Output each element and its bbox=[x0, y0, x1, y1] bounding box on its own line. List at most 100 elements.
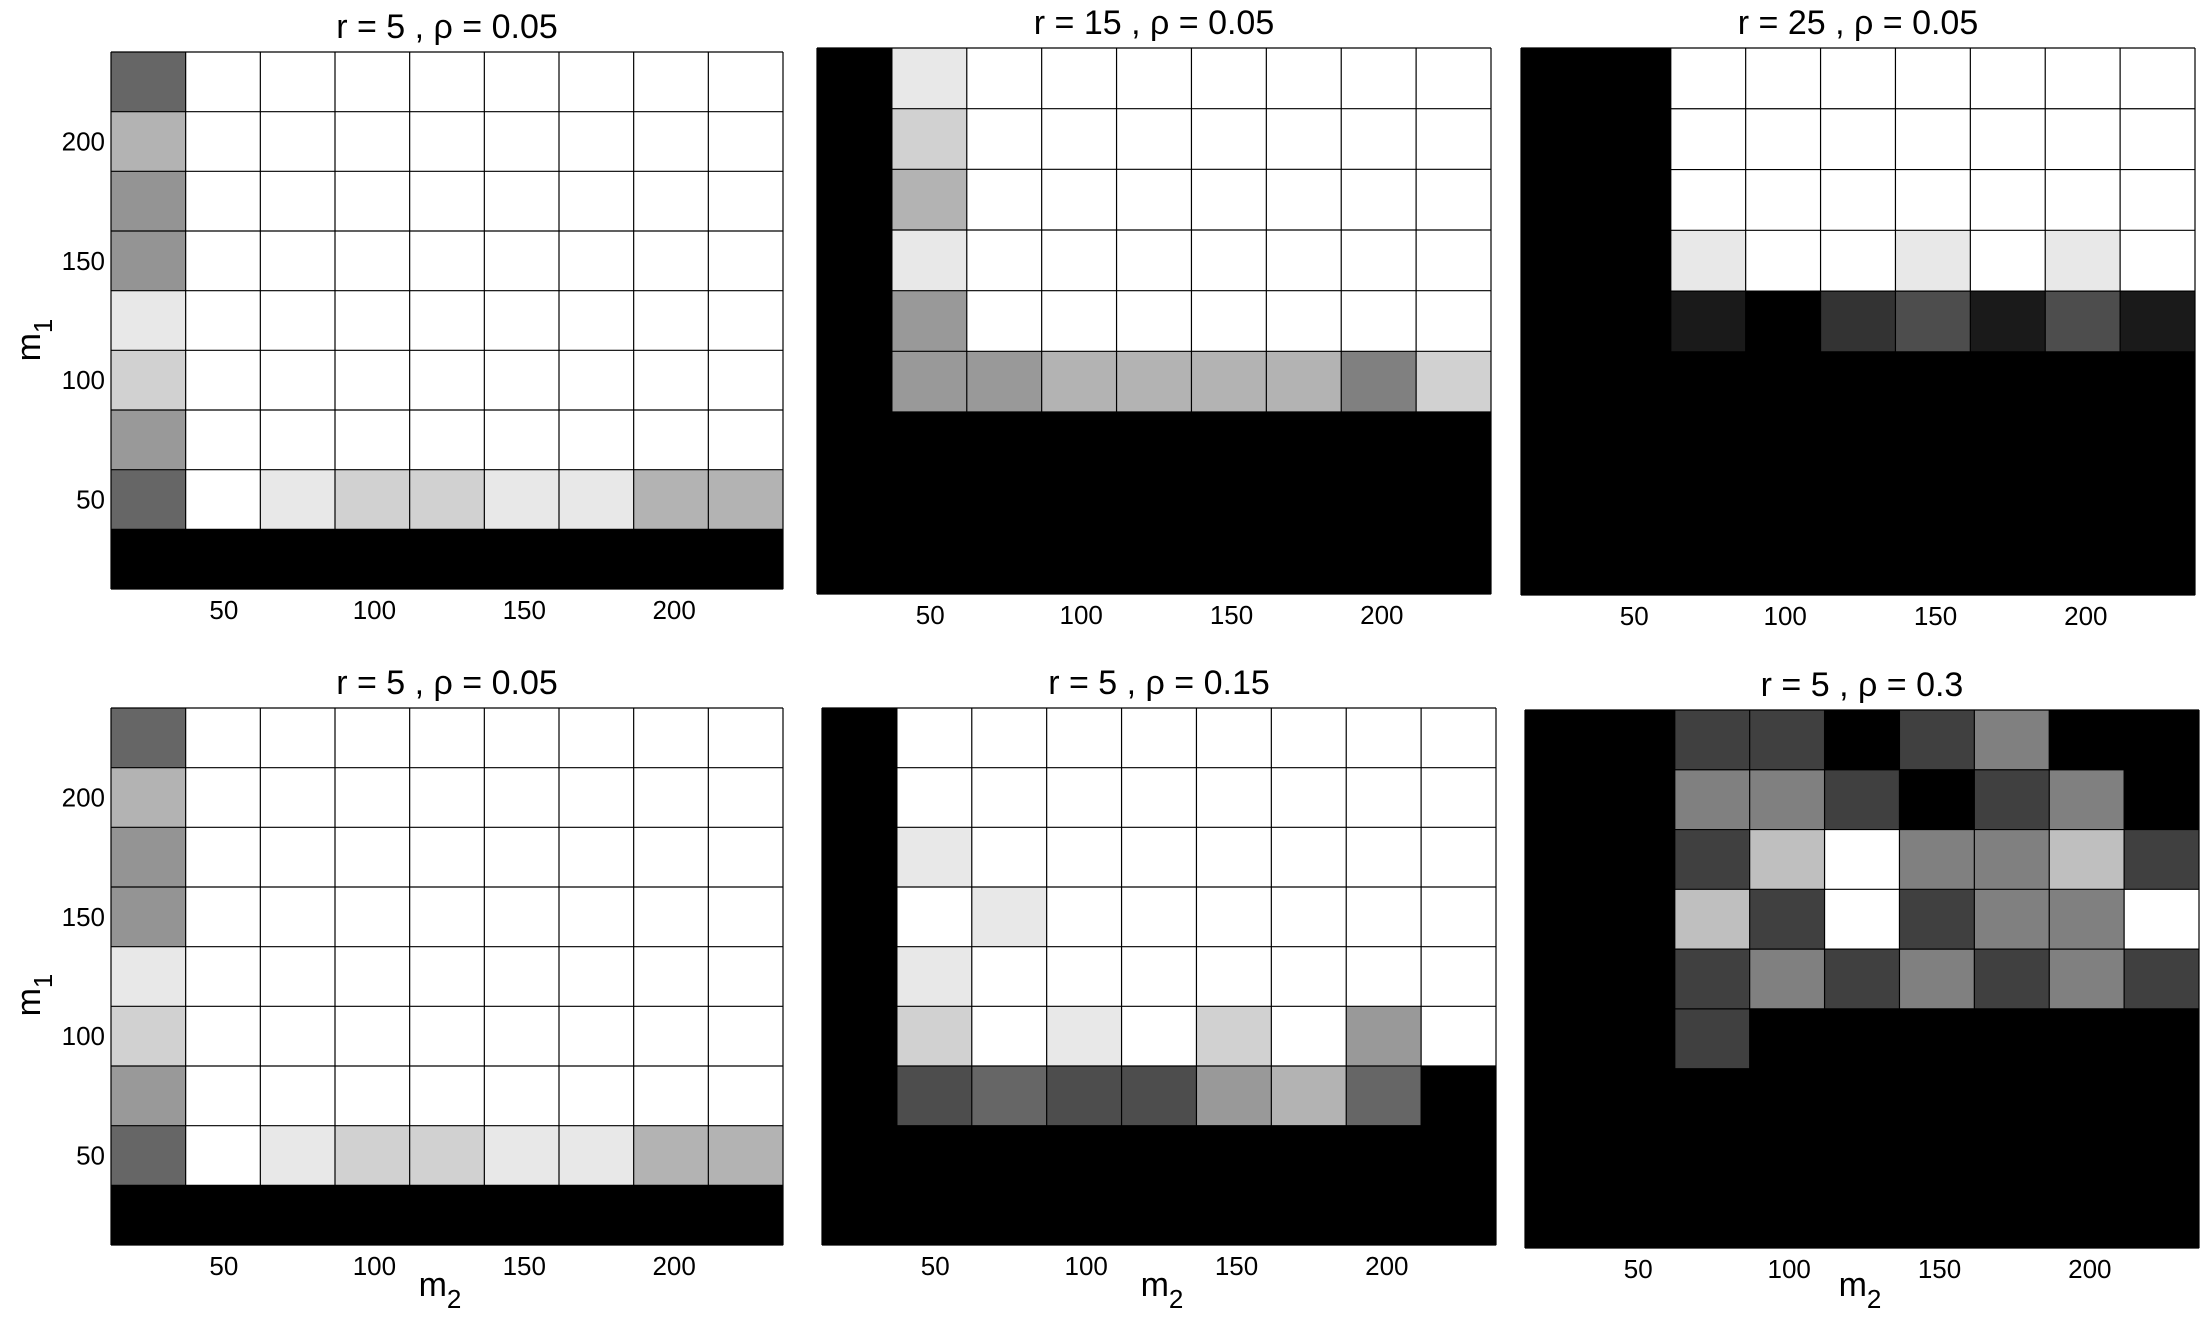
heatmap-cell bbox=[559, 1066, 634, 1126]
heatmap-cell bbox=[185, 1066, 261, 1126]
heatmap-cell bbox=[1745, 412, 1821, 474]
heatmap-cell bbox=[1899, 1068, 1975, 1129]
x-tick-label: 200 bbox=[652, 1251, 695, 1281]
heatmap-cell bbox=[817, 169, 893, 231]
heatmap-panel-2: r = 15 , ρ = 0.05 50 100 150 200 bbox=[816, 4, 1492, 630]
heatmap-cell bbox=[1041, 290, 1117, 352]
heatmap-cell bbox=[966, 412, 1042, 473]
heatmap-cell bbox=[260, 350, 336, 411]
heatmap-cell bbox=[335, 887, 410, 947]
x-tick-label: 100 bbox=[1768, 1254, 1811, 1284]
x-tick-label: 200 bbox=[2068, 1254, 2111, 1284]
heatmap-cell bbox=[1674, 1188, 1750, 1249]
heatmap-cell bbox=[484, 946, 560, 1007]
heatmap-cell bbox=[335, 469, 410, 530]
heatmap-cell bbox=[2049, 889, 2125, 950]
heatmap-cell bbox=[633, 231, 709, 291]
heatmap-cell bbox=[1271, 708, 1347, 768]
heatmap-cell bbox=[971, 1185, 1047, 1246]
heatmap-cell bbox=[1745, 291, 1821, 353]
heatmap-cell bbox=[1271, 1066, 1347, 1126]
heatmap-cell bbox=[559, 827, 634, 888]
heatmap-cell bbox=[708, 1006, 784, 1067]
heatmap-cell bbox=[708, 827, 784, 888]
heatmap-cell bbox=[971, 1006, 1047, 1067]
heatmap-cell bbox=[1670, 534, 1746, 596]
heatmap-cell bbox=[891, 108, 968, 170]
heatmap-cell bbox=[1974, 829, 2050, 890]
heatmap-cell bbox=[260, 171, 336, 232]
heatmap-cell bbox=[1421, 827, 1497, 888]
heatmap-cell bbox=[1196, 1125, 1272, 1186]
heatmap-cell bbox=[1899, 710, 1975, 771]
heatmap-cell bbox=[633, 290, 709, 351]
heatmap-cell bbox=[2120, 534, 2196, 596]
heatmap-cell bbox=[1416, 48, 1492, 109]
x-tick-label: 150 bbox=[503, 1251, 546, 1281]
heatmap-cell bbox=[260, 708, 336, 768]
heatmap-cell bbox=[1820, 534, 1896, 596]
heatmap-cell bbox=[1116, 108, 1192, 170]
heatmap-cell bbox=[1416, 290, 1492, 352]
heatmap-cell bbox=[1824, 829, 1900, 890]
heatmap-cell bbox=[484, 290, 560, 351]
heatmap-cell bbox=[335, 1066, 410, 1126]
heatmap-cell bbox=[1824, 1188, 1900, 1249]
heatmap-cell bbox=[409, 946, 485, 1007]
heatmap-cell bbox=[1899, 1188, 1975, 1249]
heatmap-cell bbox=[817, 108, 893, 170]
heatmap-cell bbox=[1599, 889, 1676, 950]
heatmap-cell bbox=[559, 1185, 634, 1246]
heatmap-cell bbox=[1341, 412, 1417, 473]
heatmap-cell bbox=[111, 350, 186, 411]
heatmap-cell bbox=[484, 529, 560, 590]
heatmap-cell bbox=[1525, 1128, 1601, 1189]
heatmap-cell bbox=[708, 171, 784, 232]
heatmap-cell bbox=[260, 52, 336, 112]
heatmap-cell bbox=[633, 111, 709, 172]
heatmap-cell bbox=[335, 350, 410, 411]
heatmap-cell bbox=[1191, 230, 1267, 291]
heatmap-cell bbox=[971, 1066, 1047, 1126]
heatmap-cell bbox=[1116, 472, 1192, 534]
heatmap-cell bbox=[260, 529, 336, 590]
heatmap-cell bbox=[111, 231, 186, 291]
heatmap-cell bbox=[185, 350, 261, 411]
heatmap-cell bbox=[1196, 1066, 1272, 1126]
heatmap-cell bbox=[1421, 1066, 1497, 1126]
heatmap-cell bbox=[1820, 108, 1896, 170]
heatmap-cell bbox=[1525, 710, 1601, 771]
heatmap-cell bbox=[1341, 533, 1417, 595]
heatmap-cell bbox=[1595, 534, 1672, 596]
heatmap-cell bbox=[1745, 473, 1821, 535]
heatmap-cell bbox=[896, 946, 973, 1007]
heatmap-cell bbox=[1595, 291, 1672, 353]
heatmap-cell bbox=[185, 1185, 261, 1246]
heatmap-cell bbox=[2120, 48, 2196, 110]
heatmap-cell bbox=[1521, 473, 1597, 535]
heatmap-cell bbox=[1525, 769, 1601, 830]
heatmap-cell bbox=[1970, 291, 2046, 353]
heatmap-cell bbox=[1196, 946, 1272, 1007]
heatmap-cell bbox=[2045, 351, 2121, 413]
heatmap-cell bbox=[822, 1006, 898, 1067]
heatmap-cell bbox=[891, 290, 968, 352]
heatmap-cell bbox=[1421, 1125, 1497, 1186]
heatmap-cell bbox=[708, 231, 784, 291]
y-axis-label-top: m1 bbox=[10, 319, 58, 362]
heatmap-cell bbox=[891, 169, 968, 231]
heatmap-cell bbox=[484, 171, 560, 232]
heatmap-cell bbox=[1046, 887, 1122, 947]
heatmap-cell bbox=[1749, 1188, 1825, 1249]
heatmap-cell bbox=[1046, 1006, 1122, 1067]
y-tick-label: 100 bbox=[62, 1021, 105, 1051]
heatmap-cell bbox=[1116, 230, 1192, 291]
heatmap-cell bbox=[484, 1006, 560, 1067]
heatmap-cell bbox=[633, 946, 709, 1007]
heatmap-cell bbox=[1674, 1128, 1750, 1189]
heatmap-cell bbox=[2049, 710, 2125, 771]
heatmap-cell bbox=[822, 1185, 898, 1246]
panel-title: r = 25 , ρ = 0.05 bbox=[1738, 4, 1979, 42]
heatmap-cell bbox=[1346, 887, 1422, 947]
